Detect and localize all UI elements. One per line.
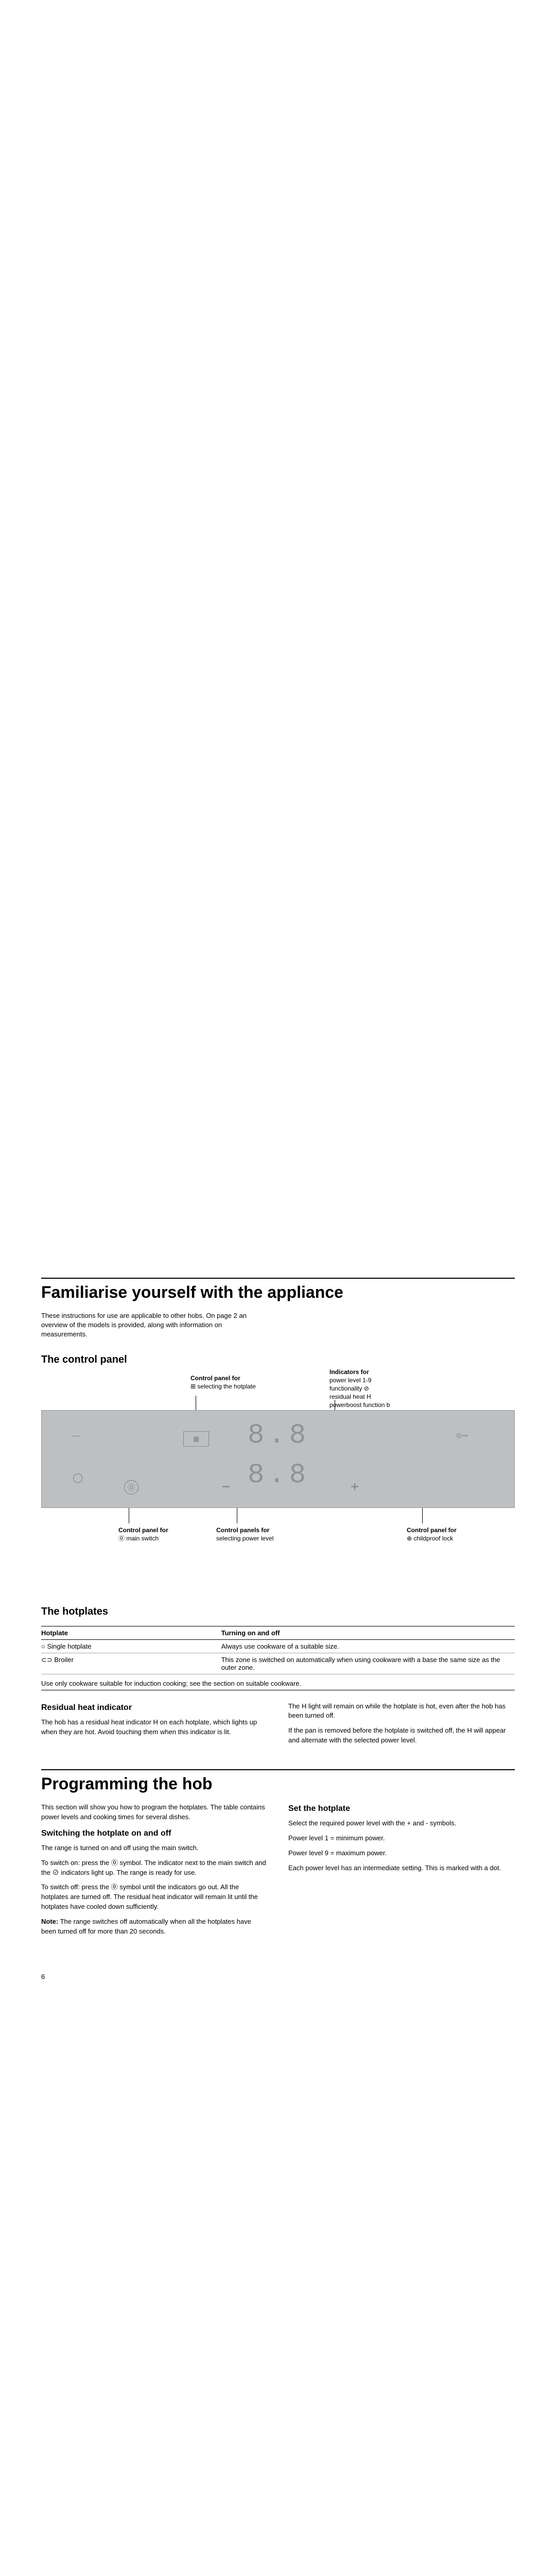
residual-p1: The hob has a residual heat indicator H …: [41, 1718, 268, 1737]
display-top: 8.8: [248, 1420, 310, 1451]
burner-select-button: ▦: [183, 1431, 209, 1447]
hotplates-footnote: Use only cookware suitable for induction…: [41, 1680, 515, 1690]
control-panel-heading: The control panel: [41, 1354, 515, 1366]
power-main-switch: ⓪: [124, 1480, 138, 1495]
switching-note: Note: The range switches off automatical…: [41, 1917, 268, 1937]
set-p2: Power level 1 = minimum power.: [288, 1834, 515, 1843]
programming-intro: This section will show you how to progra…: [41, 1803, 268, 1822]
section-title-familiarise: Familiarise yourself with the appliance: [41, 1278, 515, 1302]
set-p4: Each power level has an intermediate set…: [288, 1863, 515, 1873]
lock-button: ⊙⊸: [456, 1431, 468, 1440]
icon-circle: ◯: [73, 1472, 83, 1483]
callout-bottom-right: Control panel for ⊕ childproof lock: [407, 1526, 457, 1543]
document-page: Familiarise yourself with the appliance …: [0, 1236, 556, 2001]
programming-right-col: Set the hotplate Select the required pow…: [288, 1803, 515, 1942]
control-panel-diagram: Control panel for ⊞ selecting the hotpla…: [41, 1374, 515, 1560]
callout-bottom-mid: Control panels for selecting power level: [216, 1526, 273, 1543]
switching-p3: To switch off: press the ⓪ symbol until …: [41, 1883, 268, 1912]
set-p3: Power level 9 = maximum power.: [288, 1849, 515, 1858]
switching-p1: The range is turned on and off using the…: [41, 1843, 268, 1853]
intro-text: These instructions for use are applicabl…: [41, 1311, 268, 1340]
residual-left-col: Residual heat indicator The hob has a re…: [41, 1702, 268, 1751]
plus-button: +: [345, 1478, 364, 1496]
page-number: 6: [41, 1973, 515, 1980]
callout-bottom-left: Control panel for ⓪ main switch: [118, 1526, 168, 1543]
hotplates-heading: The hotplates: [41, 1606, 515, 1618]
table-row: ○ Single hotplate Always use cookware of…: [41, 1639, 515, 1653]
icon-dash: —: [73, 1431, 80, 1439]
set-p1: Select the required power level with the…: [288, 1819, 515, 1828]
hotplates-table: Hotplate Turning on and off ○ Single hot…: [41, 1626, 515, 1674]
table-row: ⊂⊃ Broiler This zone is switched on auto…: [41, 1653, 515, 1674]
table-header-turning: Turning on and off: [221, 1626, 515, 1639]
section-title-programming: Programming the hob: [41, 1769, 515, 1793]
programming-left-col: This section will show you how to progra…: [41, 1803, 268, 1942]
set-hotplate-heading: Set the hotplate: [288, 1803, 515, 1815]
residual-right-col: The H light will remain on while the hot…: [288, 1702, 515, 1751]
callout-top-right: Indicators for power level 1-9 functiona…: [329, 1368, 390, 1410]
switching-heading: Switching the hotplate on and off: [41, 1827, 268, 1839]
minus-button: −: [217, 1478, 235, 1496]
callout-top-left: Control panel for ⊞ selecting the hotpla…: [190, 1374, 256, 1391]
residual-p3: If the pan is removed before the hotplat…: [288, 1726, 515, 1745]
display-bottom: 8.8: [248, 1460, 310, 1491]
switching-p2: To switch on: press the ⓪ symbol. The in…: [41, 1858, 268, 1878]
residual-p2: The H light will remain on while the hot…: [288, 1702, 515, 1721]
residual-heading: Residual heat indicator: [41, 1702, 268, 1714]
table-header-hotplate: Hotplate: [41, 1626, 221, 1639]
